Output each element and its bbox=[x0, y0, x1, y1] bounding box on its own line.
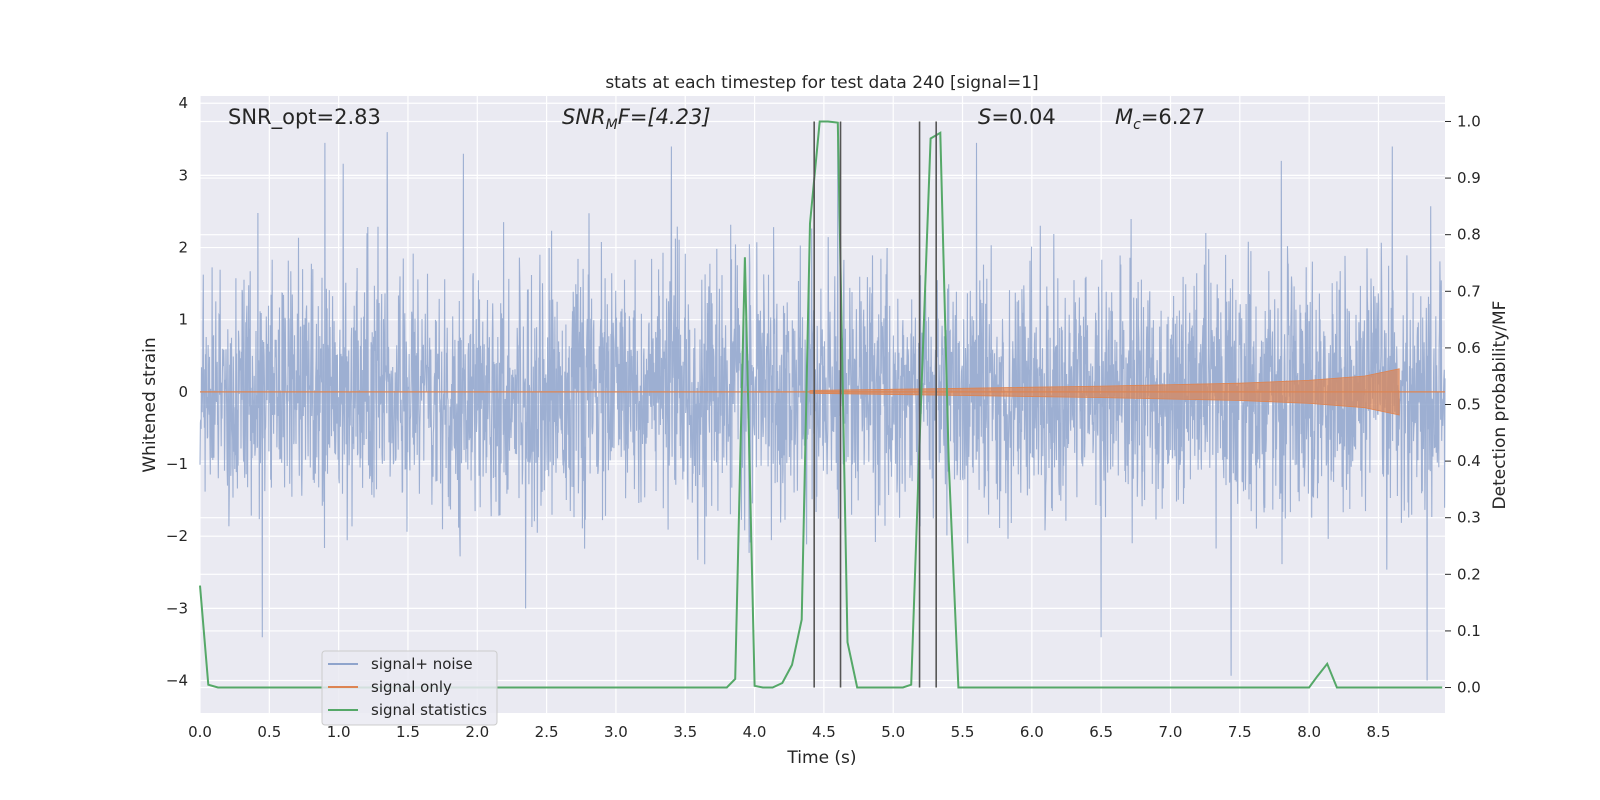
signal-noise-line bbox=[199, 132, 1446, 681]
annotation-mc: Mc=6.27 bbox=[1115, 105, 1205, 133]
annotation-snr-mf: SNRMF=[4.23] bbox=[562, 105, 711, 133]
y-left-tick-label: 1 bbox=[178, 311, 188, 329]
legend-label-signal-only: signal only bbox=[371, 678, 452, 696]
y-left-tick-label: 3 bbox=[178, 166, 188, 184]
y-left-tick-label: 4 bbox=[178, 94, 188, 112]
y-right-tick-label: 0.7 bbox=[1457, 282, 1481, 300]
signal-only-series bbox=[200, 368, 1445, 416]
x-tick-label: 7.0 bbox=[1159, 723, 1183, 741]
x-tick-label: 3.0 bbox=[604, 723, 628, 741]
signal-statistics-line bbox=[199, 120, 1443, 689]
legend-label-signal-statistics: signal statistics bbox=[371, 701, 487, 719]
x-tick-label: 5.0 bbox=[881, 723, 905, 741]
legend-label-signal-noise: signal+ noise bbox=[371, 655, 473, 673]
x-tick-label: 0.0 bbox=[188, 723, 212, 741]
y-left-tick-label: −3 bbox=[166, 599, 188, 617]
y-right-tick-labels: 1.0 0.9 0.8 0.7 0.6 0.5 0.4 0.3 0.2 0.1 0.0 bbox=[1445, 112, 1481, 697]
y-right-tick-label: 0.4 bbox=[1457, 452, 1481, 470]
chart-title: stats at each timestep for test data 240… bbox=[605, 73, 1038, 93]
y-right-tick-label: 0.1 bbox=[1457, 622, 1481, 640]
y-right-tick-label: 0.9 bbox=[1457, 169, 1481, 187]
y-right-tick-label: 1.0 bbox=[1457, 112, 1481, 130]
snr-mf-symbol: SNR bbox=[562, 105, 606, 129]
mc-symbol: M bbox=[1115, 105, 1133, 129]
y-left-tick-labels: 4 3 2 1 0 −1 −2 −3 −4 bbox=[166, 94, 188, 689]
legend: signal+ noise signal only signal statist… bbox=[321, 650, 498, 726]
y-right-tick-label: 0.0 bbox=[1457, 679, 1481, 697]
x-tick-label: 1.5 bbox=[396, 723, 420, 741]
y-right-tick-label: 0.3 bbox=[1457, 509, 1481, 527]
x-tick-label: 5.5 bbox=[951, 723, 975, 741]
x-tick-label: 8.0 bbox=[1297, 723, 1321, 741]
annotation-s: S=0.04 bbox=[978, 105, 1056, 129]
x-tick-label: 4.0 bbox=[743, 723, 767, 741]
snr-mf-subscript: M bbox=[606, 117, 618, 133]
x-axis-label: Time (s) bbox=[786, 748, 856, 768]
x-tick-label: 4.5 bbox=[812, 723, 836, 741]
x-tick-label: 2.5 bbox=[535, 723, 559, 741]
signal-only-chirp bbox=[809, 368, 1400, 416]
y-axis-label-left: Whitened strain bbox=[140, 337, 160, 472]
x-tick-label: 2.0 bbox=[465, 723, 489, 741]
y-left-tick-label: −1 bbox=[166, 455, 188, 473]
y-left-tick-label: 2 bbox=[178, 239, 188, 257]
x-tick-label: 8.5 bbox=[1367, 723, 1391, 741]
y-right-tick-label: 0.5 bbox=[1457, 396, 1481, 414]
s-value: =0.04 bbox=[991, 105, 1055, 129]
y-right-tick-label: 0.2 bbox=[1457, 565, 1481, 583]
legend-box bbox=[321, 650, 498, 726]
snr-mf-value: F=[4.23] bbox=[618, 105, 711, 129]
x-tick-label: 3.5 bbox=[673, 723, 697, 741]
x-tick-label: 1.0 bbox=[327, 723, 351, 741]
annotation-snr-opt: SNR_opt=2.83 bbox=[228, 105, 381, 130]
mc-value: =6.27 bbox=[1141, 105, 1205, 129]
y-right-tick-label: 0.8 bbox=[1457, 226, 1481, 244]
y-left-tick-label: −4 bbox=[166, 672, 188, 690]
mc-subscript: c bbox=[1133, 117, 1141, 133]
y-left-tick-label: −2 bbox=[166, 527, 188, 545]
x-tick-labels: 0.0 0.5 1.0 1.5 2.0 2.5 3.0 3.5 4.0 4.5 5.0 5.5 6.0 6… bbox=[188, 723, 1390, 741]
signal-noise-series bbox=[199, 132, 1446, 681]
x-tick-label: 6.0 bbox=[1020, 723, 1044, 741]
y-left-tick-label: 0 bbox=[178, 383, 188, 401]
s-symbol: S bbox=[978, 105, 991, 129]
vertical-markers bbox=[813, 121, 937, 688]
x-tick-label: 7.5 bbox=[1228, 723, 1252, 741]
signal-statistics-series bbox=[199, 120, 1443, 689]
y-axis-label-right: Detection probability/MF bbox=[1490, 301, 1510, 510]
y-right-tick-label: 0.6 bbox=[1457, 339, 1481, 357]
x-tick-label: 6.5 bbox=[1089, 723, 1113, 741]
x-tick-label: 0.5 bbox=[257, 723, 281, 741]
